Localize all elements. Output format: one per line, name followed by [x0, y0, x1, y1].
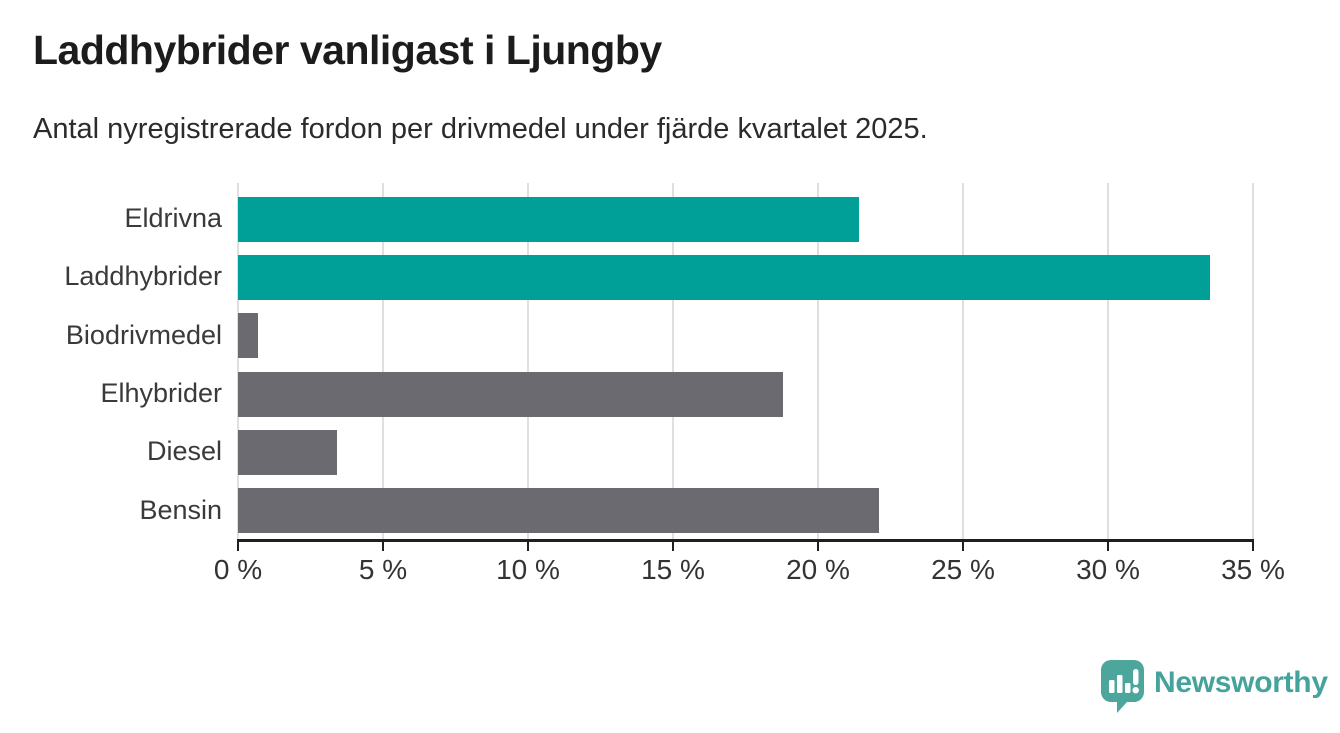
category-label: Biodrivmedel	[65, 319, 222, 350]
x-tick	[672, 539, 674, 551]
newsworthy-logo-icon	[1100, 659, 1145, 719]
gridline	[962, 183, 964, 540]
x-tick-label: 20 %	[786, 554, 850, 585]
x-tick-label: 35 %	[1221, 554, 1285, 585]
branding-link[interactable]: Newsworthy	[1100, 659, 1328, 719]
x-tick-label: 25 %	[931, 554, 995, 585]
x-axis-line	[237, 539, 1254, 542]
bar-eldrivna	[238, 196, 859, 242]
gridline	[1252, 183, 1254, 540]
category-label: Diesel	[146, 436, 222, 467]
category-label: Bensin	[139, 494, 222, 525]
x-tick-label: 5 %	[358, 554, 408, 585]
gridline	[1107, 183, 1109, 540]
x-tick-label: 30 %	[1076, 554, 1140, 585]
plot-area	[237, 183, 1254, 540]
gridline	[817, 183, 819, 540]
gridline	[237, 183, 239, 540]
bar-elhybrider	[238, 371, 784, 417]
x-tick	[382, 539, 384, 551]
x-tick-label: 0 %	[213, 554, 263, 585]
category-label: Eldrivna	[124, 203, 222, 234]
category-label: Elhybrider	[100, 378, 222, 409]
gridline	[527, 183, 529, 540]
bar-bensin	[238, 488, 879, 534]
bar-biodrivmedel	[238, 313, 259, 359]
x-tick	[817, 539, 819, 551]
gridline	[672, 183, 674, 540]
x-tick	[962, 539, 964, 551]
chart-subtitle: Antal nyregistrerade fordon per drivmede…	[33, 113, 928, 145]
x-tick	[1252, 539, 1254, 551]
x-tick	[527, 539, 529, 551]
chart-title: Laddhybrider vanligast i Ljungby	[33, 27, 662, 73]
branding-name: Newsworthy	[1154, 666, 1328, 699]
bar-diesel	[238, 429, 337, 475]
gridline	[382, 183, 384, 540]
x-tick	[237, 539, 239, 551]
bar-laddhybrider	[238, 254, 1210, 300]
category-label: Laddhybrider	[64, 261, 222, 292]
x-tick	[1107, 539, 1109, 551]
x-tick-label: 10 %	[496, 554, 560, 585]
x-tick-label: 15 %	[641, 554, 705, 585]
